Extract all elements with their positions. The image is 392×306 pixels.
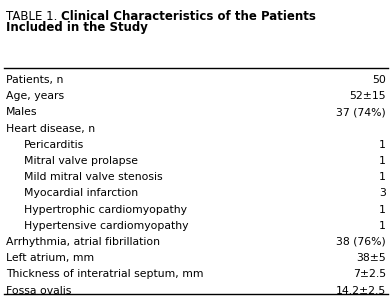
Text: Pericarditis: Pericarditis: [24, 140, 84, 150]
Text: 14.2±2.5: 14.2±2.5: [336, 285, 386, 296]
Text: 1: 1: [379, 205, 386, 215]
Text: 3: 3: [379, 188, 386, 198]
Text: Left atrium, mm: Left atrium, mm: [6, 253, 94, 263]
Text: 38±5: 38±5: [356, 253, 386, 263]
Text: 1: 1: [379, 156, 386, 166]
Text: 37 (74%): 37 (74%): [336, 107, 386, 118]
Text: 50: 50: [372, 75, 386, 85]
Text: 1: 1: [379, 140, 386, 150]
Text: Males: Males: [6, 107, 38, 118]
Text: Hypertrophic cardiomyopathy: Hypertrophic cardiomyopathy: [24, 205, 187, 215]
Text: Myocardial infarction: Myocardial infarction: [24, 188, 138, 198]
Text: 38 (76%): 38 (76%): [336, 237, 386, 247]
Text: Thickness of interatrial septum, mm: Thickness of interatrial septum, mm: [6, 269, 203, 279]
Text: 7±2.5: 7±2.5: [353, 269, 386, 279]
Text: Mitral valve prolapse: Mitral valve prolapse: [24, 156, 138, 166]
Text: Mild mitral valve stenosis: Mild mitral valve stenosis: [24, 172, 163, 182]
Text: Clinical Characteristics of the Patients: Clinical Characteristics of the Patients: [61, 10, 316, 23]
Text: 1: 1: [379, 172, 386, 182]
Text: 1: 1: [379, 221, 386, 231]
Text: Arrhythmia, atrial fibrillation: Arrhythmia, atrial fibrillation: [6, 237, 160, 247]
Text: Patients, n: Patients, n: [6, 75, 64, 85]
Text: TABLE 1.: TABLE 1.: [6, 10, 61, 23]
Text: Hypertensive cardiomyopathy: Hypertensive cardiomyopathy: [24, 221, 189, 231]
Text: 52±15: 52±15: [349, 91, 386, 101]
Text: Included in the Study: Included in the Study: [6, 21, 148, 35]
Text: Age, years: Age, years: [6, 91, 64, 101]
Text: Fossa ovalis: Fossa ovalis: [6, 285, 71, 296]
Text: Heart disease, n: Heart disease, n: [6, 124, 95, 134]
